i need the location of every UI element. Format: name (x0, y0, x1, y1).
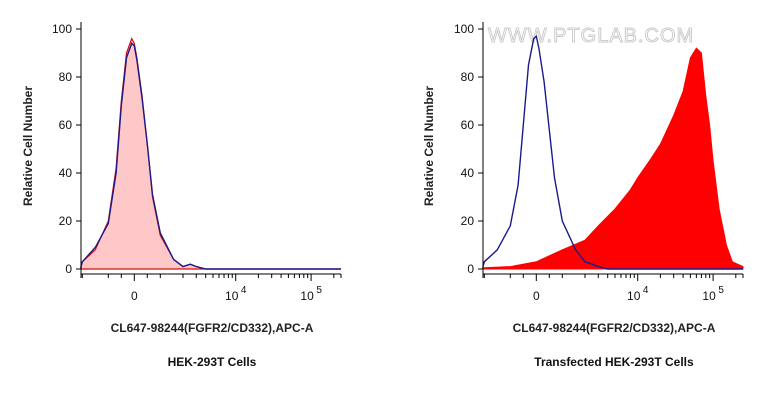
x-axis-label: CL647-98244(FGFR2/CD332),APC-A (111, 321, 314, 335)
x-tick-label: 10 (627, 289, 641, 303)
histogram-panel-control: Relative Cell Number CL647-98244(FGFR2/C… (21, 22, 342, 369)
panel-caption: HEK-293T Cells (168, 355, 257, 369)
y-tick-label: 80 (59, 70, 73, 84)
y-tick-label: 60 (59, 118, 73, 132)
histogram-series-filled (80, 37, 341, 270)
histogram-series-line (482, 34, 743, 270)
x-tick-exponent: 5 (718, 285, 724, 296)
y-axis-label: Relative Cell Number (21, 86, 35, 206)
histogram-panel-transfected: Relative Cell Number CL647-98244(FGFR2/C… (422, 22, 744, 369)
y-tick-label: 40 (461, 166, 475, 180)
y-tick-label: 60 (461, 118, 475, 132)
panel-caption: Transfected HEK-293T Cells (534, 355, 694, 369)
watermark-text: WWW.PTGLAB.COM (488, 25, 694, 47)
x-tick-exponent: 4 (241, 285, 247, 296)
x-tick-label: 10 (702, 289, 716, 303)
x-tick-label: 0 (131, 289, 138, 303)
y-tick-label: 20 (461, 214, 475, 228)
y-tick-label: 100 (52, 22, 72, 36)
x-axis-label: CL647-98244(FGFR2/CD332),APC-A (513, 321, 716, 335)
histogram-series-line (80, 42, 341, 270)
histogram-series-filled (481, 47, 744, 270)
x-tick-label: 0 (533, 289, 540, 303)
y-tick-label: 0 (65, 262, 72, 276)
x-tick-exponent: 4 (643, 285, 649, 296)
x-tick-label: 10 (225, 289, 239, 303)
y-tick-label: 100 (454, 22, 474, 36)
y-tick-label: 0 (467, 262, 474, 276)
y-tick-label: 80 (461, 70, 475, 84)
x-tick-exponent: 5 (316, 285, 322, 296)
y-tick-label: 20 (59, 214, 73, 228)
y-axis-label: Relative Cell Number (422, 86, 436, 206)
y-tick-label: 40 (59, 166, 73, 180)
x-tick-label: 10 (300, 289, 314, 303)
